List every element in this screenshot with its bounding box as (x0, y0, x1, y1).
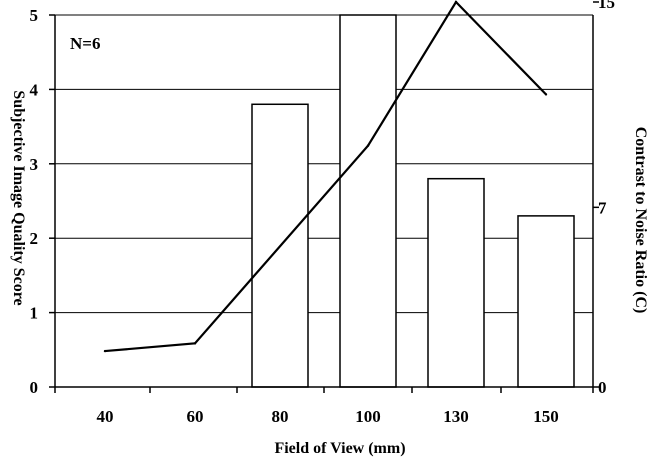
x-tick-label: 100 (355, 407, 381, 426)
y-tick-label: 5 (30, 6, 39, 25)
line-point (366, 144, 370, 147)
x-axis-title: Field of View (mm) (274, 440, 405, 457)
y-tick-label: 3 (30, 155, 39, 174)
bar (339, 14, 397, 388)
y2-tick-label: 0 (598, 378, 607, 397)
x-tick-label: 150 (533, 407, 559, 426)
line-point (103, 349, 107, 353)
bar (427, 177, 485, 388)
x-tick-label: 130 (443, 407, 469, 426)
y-axis-title: Subjective Image Quality Score (10, 90, 27, 305)
y2-tick-label: 7 (598, 198, 607, 217)
x-tick-label: 40 (97, 407, 114, 426)
line-series (103, 0, 548, 353)
axes (54, 14, 594, 388)
gridlines (55, 88, 593, 314)
y-tick-label: 4 (30, 80, 39, 99)
y-tick-label: 1 (30, 304, 39, 323)
x-tick-label: 80 (272, 407, 289, 426)
x-tick-label: 60 (187, 407, 204, 426)
line-point (193, 342, 197, 345)
tick-labels: 0 1 2 3 4 5 0 7 15 40 60 80 100 130 150 (30, 0, 616, 426)
line-point (454, 0, 458, 4)
sample-size-annotation: N=6 (70, 34, 100, 53)
y-tick-label: 2 (30, 229, 39, 248)
bar (517, 215, 575, 388)
y2-tick-label: 15 (598, 0, 615, 12)
line-point (544, 93, 548, 96)
y-tick-label: 0 (30, 378, 39, 397)
y2-axis-title: Contrast to Noise Ratio (C) (632, 127, 649, 314)
